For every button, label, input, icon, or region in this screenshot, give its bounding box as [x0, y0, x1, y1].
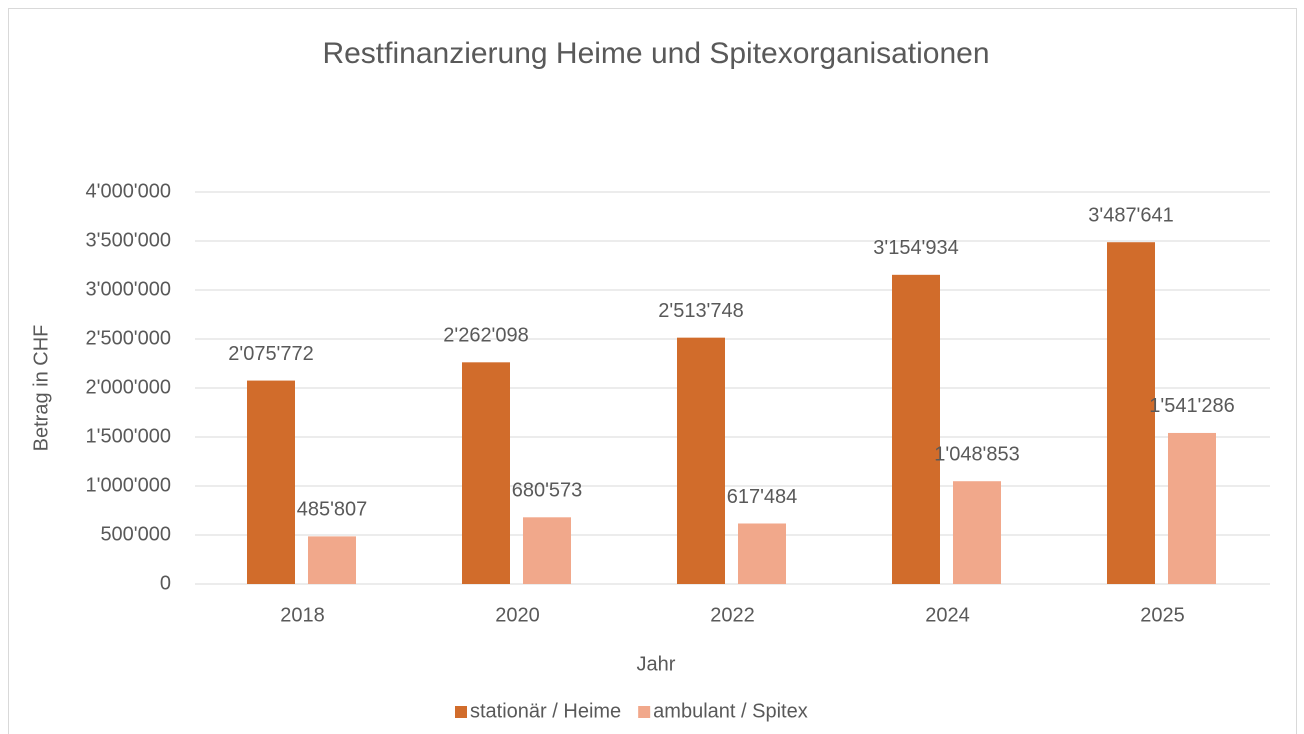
data-label: 2'513'748 [658, 300, 744, 322]
y-tick-label: 1'500'000 [86, 425, 172, 447]
legend-swatch [455, 706, 467, 718]
bar [738, 523, 786, 584]
y-axis-label: Betrag in CHF [30, 325, 52, 452]
legend-label: stationär / Heime [470, 700, 621, 722]
data-label: 3'487'641 [1088, 204, 1174, 226]
bar [462, 362, 510, 584]
legend-swatch [638, 706, 651, 718]
x-tick-label: 2025 [1140, 604, 1185, 626]
y-tick-label: 2'500'000 [86, 327, 172, 349]
chart-title: Restfinanzierung Heime und Spitexorganis… [322, 37, 989, 70]
bar [677, 337, 725, 584]
x-axis-label: Jahr [637, 653, 676, 675]
x-tick-label: 2022 [710, 604, 755, 626]
data-label: 680'573 [512, 480, 583, 502]
y-tick-label: 4'000'000 [86, 180, 172, 202]
legend-label: ambulant / Spitex [653, 700, 808, 722]
bar [308, 536, 356, 584]
y-tick-label: 500'000 [100, 523, 171, 545]
bar [1107, 242, 1155, 584]
bar [892, 274, 940, 584]
x-tick-label: 2024 [925, 604, 970, 626]
y-tick-label: 3'000'000 [86, 278, 172, 300]
y-tick-label: 3'500'000 [86, 229, 172, 251]
data-label: 2'075'772 [228, 343, 314, 365]
y-tick-label: 2'000'000 [86, 376, 172, 398]
data-label: 1'048'853 [934, 443, 1020, 465]
bar [953, 481, 1001, 584]
x-tick-label: 2020 [495, 604, 540, 626]
data-label: 3'154'934 [873, 237, 959, 259]
chart-border [8, 8, 1297, 734]
x-tick-label: 2018 [280, 604, 325, 626]
data-label: 1'541'286 [1149, 395, 1235, 417]
data-label: 2'262'098 [443, 325, 529, 347]
y-tick-label: 0 [160, 572, 171, 594]
bar [523, 517, 571, 584]
bar [1168, 432, 1216, 584]
y-tick-label: 1'000'000 [86, 474, 172, 496]
data-label: 617'484 [727, 486, 798, 508]
bar [247, 380, 295, 584]
data-label: 485'807 [297, 499, 368, 521]
